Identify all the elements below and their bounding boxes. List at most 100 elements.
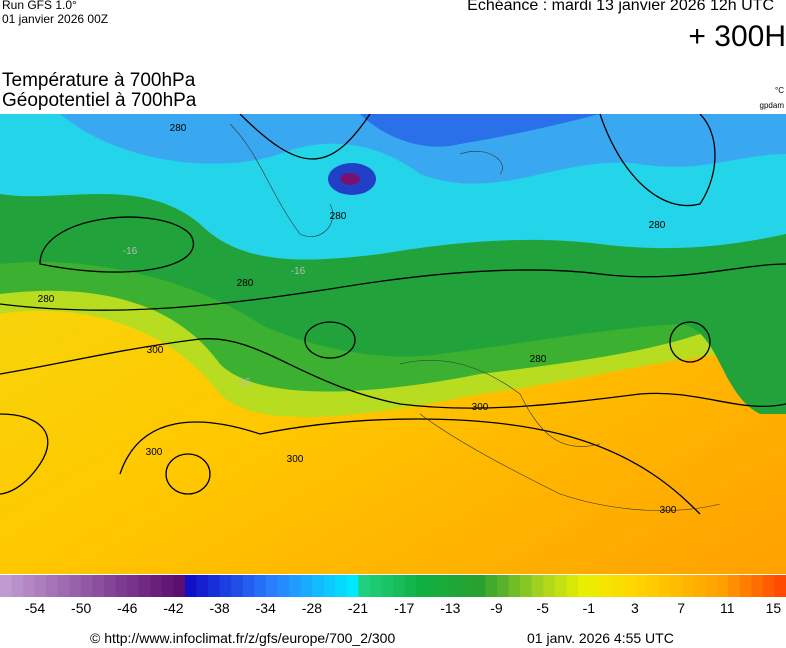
colorbar-label: 7	[677, 600, 685, 615]
isotherm-label: -16	[123, 246, 138, 257]
run: Run GFS 1.0°	[2, 0, 77, 12]
lead-time: + 300H	[688, 20, 786, 53]
contour-label: 280	[530, 354, 547, 365]
contour-label: 300	[472, 402, 489, 413]
colorbar-swatch	[774, 575, 786, 597]
colorbar-swatch	[208, 575, 221, 597]
colorbar-swatch	[450, 575, 463, 597]
colorbar-swatch	[670, 575, 683, 597]
contours	[0, 114, 786, 515]
colorbar-swatch	[242, 575, 255, 597]
colorbar-label: -54	[25, 600, 45, 615]
contour-label: 300	[660, 505, 677, 516]
colorbar-swatch	[485, 575, 498, 597]
map: 280 280 280 280 280 280 300 300 300 300 …	[0, 114, 786, 574]
colorbar-swatch	[23, 575, 36, 597]
colorbar-label: 15	[766, 600, 782, 615]
cold-core-center	[340, 173, 360, 185]
colorbar-swatch	[577, 575, 590, 597]
colorbar-label: 11	[720, 600, 735, 615]
valid-time: Echéance : mardi 13 janvier 2026 12h UTC	[467, 0, 774, 14]
contour-label: 300	[146, 447, 163, 458]
isotherm-label: -16	[236, 377, 251, 388]
contour-labels: 280 280 280 280 280 280 300 300 300 300 …	[38, 123, 677, 516]
colorbar-swatch	[462, 575, 475, 597]
source: © http://www.infoclimat.fr/z/gfs/europe/…	[90, 630, 396, 646]
colorbar-label: -38	[209, 600, 229, 615]
colorbar-swatch	[393, 575, 406, 597]
colorbar-swatch	[173, 575, 186, 597]
colorbar-swatch	[80, 575, 93, 597]
colorbar-swatch	[416, 575, 429, 597]
colorbar-swatch	[508, 575, 521, 597]
colorbar-label: -21	[348, 600, 368, 615]
colorbar-label: -34	[256, 600, 276, 615]
colorbar-label: -46	[117, 600, 137, 615]
colorbar-swatch	[300, 575, 313, 597]
field-blue	[360, 114, 600, 147]
colorbar-label: 3	[631, 600, 639, 615]
colorbar-swatch	[427, 575, 440, 597]
colorbar-label: -9	[490, 600, 503, 615]
colorbar-label: -50	[71, 600, 91, 615]
colorbar-swatch	[739, 575, 752, 597]
field-lightblue	[60, 114, 786, 184]
colorbar-label: -42	[163, 600, 183, 615]
colorbar: -54 -50 -46 -42 -38 -34 -28 -21 -17 -13 -9 -5 -1 3 7 11…	[0, 575, 786, 615]
colorbar-swatch	[381, 575, 394, 597]
colorbar-swatch	[219, 575, 232, 597]
colorbar-swatch	[312, 575, 325, 597]
colorbar-swatch	[11, 575, 24, 597]
contour-label: 280	[649, 220, 666, 231]
colorbar-swatch	[196, 575, 209, 597]
colorbar-swatch	[57, 575, 70, 597]
unit-geo: gpdam	[759, 101, 784, 110]
colorbar-label: -28	[302, 600, 322, 615]
contour-label: 280	[330, 211, 347, 222]
colorbar-label: -17	[394, 600, 414, 615]
colorbar-swatch	[104, 575, 117, 597]
colorbar-swatch	[404, 575, 417, 597]
colorbar-swatch	[497, 575, 510, 597]
colorbar-swatch	[335, 575, 348, 597]
generated: 01 janv. 2026 4:55 UTC	[527, 630, 674, 646]
title-2: Géopotentiel à 700hPa	[2, 90, 197, 111]
colorbar-swatch	[138, 575, 151, 597]
colorbar-swatch	[647, 575, 660, 597]
colorbar-swatch	[716, 575, 729, 597]
colorbar-swatch	[46, 575, 59, 597]
colorbar-swatch	[34, 575, 47, 597]
colorbar-swatch	[0, 575, 13, 597]
unit-temp: °C	[775, 86, 784, 95]
colorbar-swatch	[751, 575, 764, 597]
colorbar-swatch	[254, 575, 267, 597]
colorbar-swatch	[601, 575, 614, 597]
colorbar-swatch	[728, 575, 741, 597]
colorbar-swatch	[473, 575, 486, 597]
colorbar-swatch	[323, 575, 336, 597]
colorbar-label: -13	[440, 600, 460, 615]
colorbar-swatch	[658, 575, 671, 597]
isotherm-label: -16	[291, 266, 306, 277]
colorbar-swatch	[150, 575, 163, 597]
title-1: Température à 700hPa	[2, 70, 196, 91]
colorbar-swatch	[520, 575, 533, 597]
colorbar-swatch	[161, 575, 174, 597]
run-date: 01 janvier 2026 00Z	[2, 12, 109, 26]
contour-label: 300	[287, 454, 304, 465]
coastlines	[229, 123, 721, 511]
colorbar-swatch	[184, 575, 197, 597]
colorbar-swatch	[369, 575, 382, 597]
colorbar-swatch	[231, 575, 244, 597]
contour-label: 280	[38, 294, 55, 305]
colorbar-swatch	[358, 575, 371, 597]
colorbar-swatch	[681, 575, 695, 597]
colorbar-swatch	[115, 575, 128, 597]
colorbar-swatch	[439, 575, 452, 597]
colorbar-label: -5	[536, 600, 549, 615]
contour-label: 300	[147, 345, 164, 356]
colorbar-swatch	[543, 575, 556, 597]
colorbar-swatch	[635, 575, 648, 597]
colorbar-swatch	[693, 575, 706, 597]
